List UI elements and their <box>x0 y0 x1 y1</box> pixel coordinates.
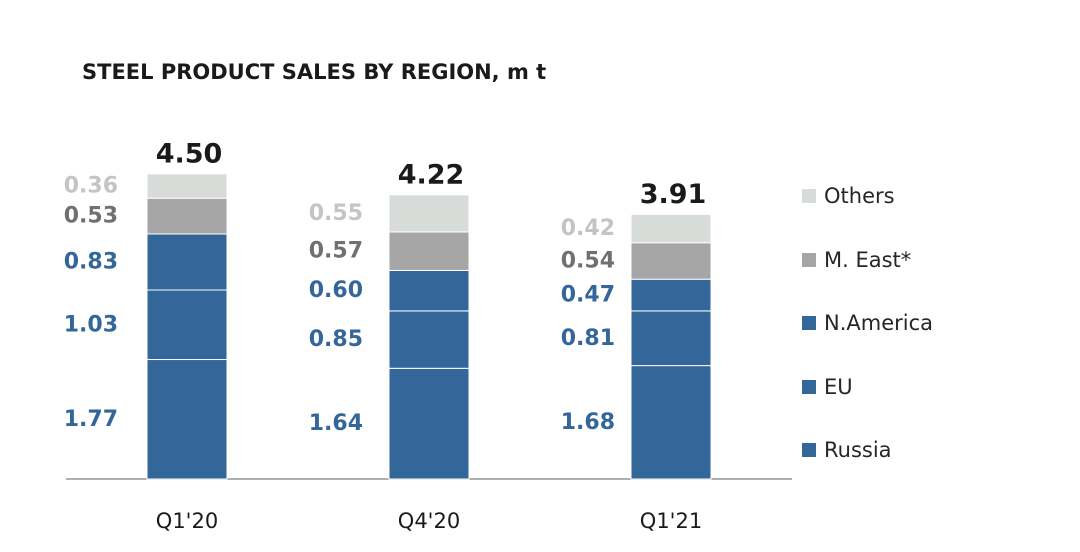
bar-segment-n-america-2 <box>388 269 470 312</box>
bar-segment-eu-1 <box>146 289 228 361</box>
legend-label: Others <box>824 184 895 208</box>
legend-item: Others <box>802 180 933 212</box>
bar-segment-others-1 <box>146 173 228 199</box>
legend-swatch <box>802 189 816 203</box>
legend-item: M. East* <box>802 244 933 276</box>
bar-segment-eu-3 <box>630 310 712 367</box>
legend-item: N.America <box>802 307 933 339</box>
bar-segment-russia-3 <box>630 365 712 480</box>
legend-label: N.America <box>824 311 934 335</box>
data-label: 0.81 <box>561 326 615 351</box>
legend-swatch <box>802 379 816 394</box>
legend-swatch <box>802 443 816 457</box>
legend-item: EU <box>802 371 933 403</box>
legend: Others M. East* N.America EU Russia <box>802 180 933 498</box>
bar-segment-m-east--1 <box>146 197 228 235</box>
data-label: 1.03 <box>64 312 118 337</box>
x-tick-label: Q4'20 <box>398 509 460 533</box>
legend-label: Russia <box>824 438 892 462</box>
data-label: 1.68 <box>561 410 615 435</box>
data-label: 0.53 <box>64 204 118 229</box>
total-label: 4.22 <box>398 159 465 190</box>
data-label: 0.60 <box>309 278 363 303</box>
bar-segment-russia-1 <box>146 359 228 480</box>
total-label: 3.91 <box>640 179 707 210</box>
data-label: 0.83 <box>64 249 118 274</box>
x-tick-label: Q1'21 <box>640 509 702 533</box>
bar-segment-m-east--2 <box>388 231 470 271</box>
bar-segment-others-2 <box>388 194 470 233</box>
bar-segment-russia-2 <box>388 367 470 480</box>
total-label: 4.50 <box>156 138 223 169</box>
data-label: 1.64 <box>309 411 363 436</box>
bar-segment-m-east--3 <box>630 242 712 280</box>
bar-segment-others-3 <box>630 213 712 244</box>
legend-swatch <box>802 316 816 330</box>
bar-segment-n-america-3 <box>630 278 712 312</box>
data-label: 0.47 <box>561 283 615 308</box>
legend-label: EU <box>824 374 853 399</box>
bar-segment-eu-2 <box>388 310 470 369</box>
legend-label: M. East* <box>824 247 912 272</box>
data-label: 0.55 <box>309 201 363 226</box>
data-label: 0.36 <box>64 174 118 199</box>
data-label: 0.54 <box>561 248 615 273</box>
data-label: 1.77 <box>64 407 118 432</box>
data-label: 0.85 <box>309 327 363 352</box>
x-tick-label: Q1'20 <box>156 509 218 533</box>
legend-item: Russia <box>802 434 933 466</box>
legend-swatch <box>802 252 816 267</box>
data-label: 0.42 <box>561 216 615 241</box>
data-label: 0.57 <box>309 239 363 264</box>
bar-segment-n-america-1 <box>146 233 228 291</box>
chart-title: STEEL PRODUCT SALES BY REGION, m t <box>82 60 547 84</box>
